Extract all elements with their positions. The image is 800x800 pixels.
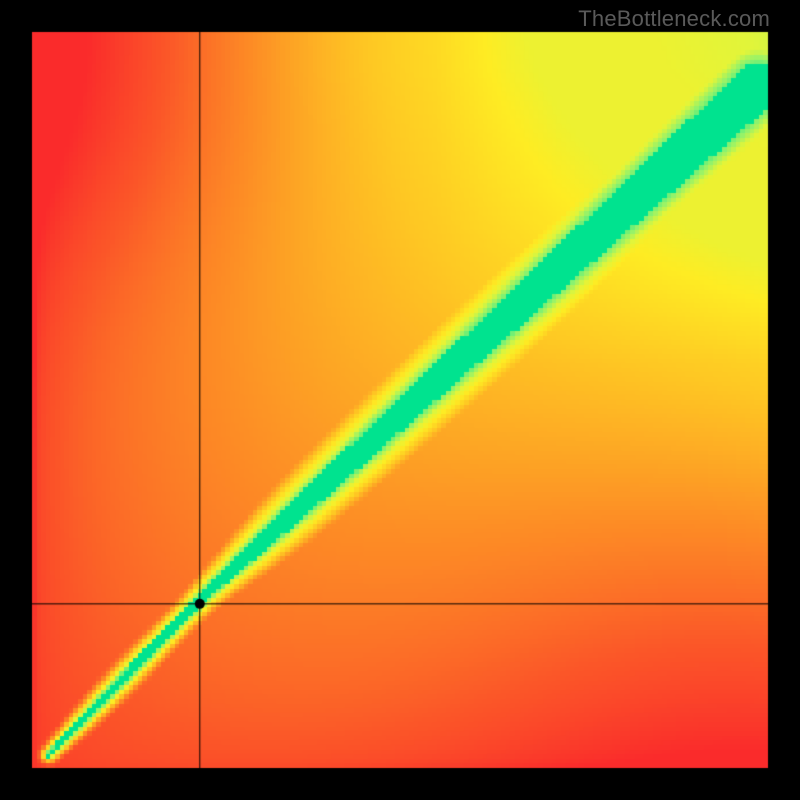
heatmap-canvas [0,0,800,800]
watermark-text: TheBottleneck.com [578,6,770,32]
chart-container: TheBottleneck.com [0,0,800,800]
